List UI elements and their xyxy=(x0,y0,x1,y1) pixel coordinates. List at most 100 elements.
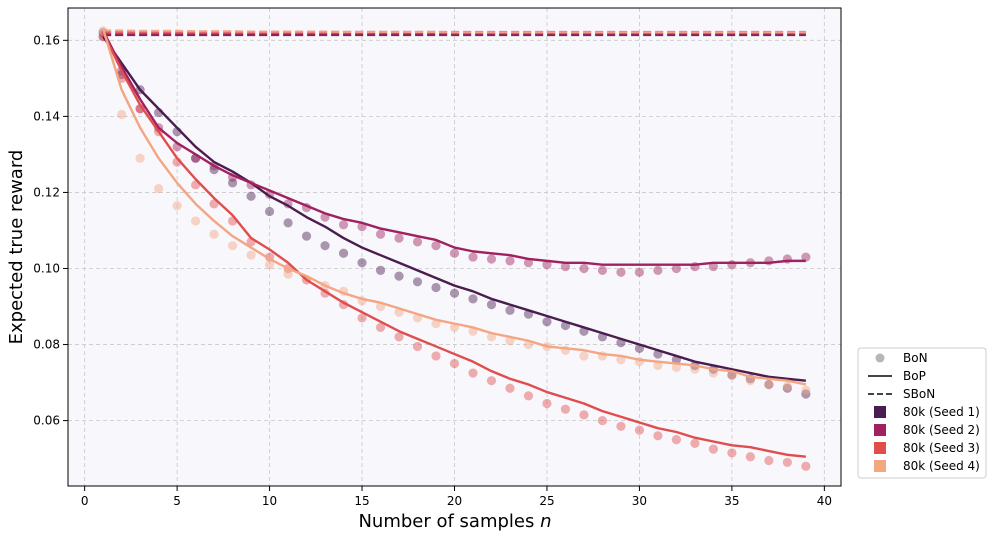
legend-bon-marker xyxy=(875,353,885,363)
bon-point-seed4 xyxy=(246,250,256,260)
bon-point-seed3 xyxy=(560,404,571,414)
bon-point-seed3 xyxy=(634,425,645,435)
bon-point-seed4 xyxy=(745,376,755,386)
bon-point-seed2 xyxy=(394,233,404,243)
bon-point-seed3 xyxy=(745,452,755,462)
bon-point-seed1 xyxy=(283,218,293,228)
bon-point-seed2 xyxy=(708,261,718,272)
bon-point-seed2 xyxy=(634,267,645,277)
bon-point-seed3 xyxy=(579,410,589,420)
y-tick-label: 0.06 xyxy=(33,414,60,428)
bon-point-seed4 xyxy=(782,381,792,391)
y-axis: 0.06 0.08 0.10 0.12 0.14 0.16 xyxy=(33,33,68,428)
bon-point-seed2 xyxy=(560,261,571,272)
legend: BoN BoP SBoN 80k (Seed 1) 80k (Seed 2) 8… xyxy=(857,347,987,479)
legend-seed3-label: 80k (Seed 3) xyxy=(903,441,980,455)
bon-point-seed4 xyxy=(135,153,145,163)
bon-point-seed3 xyxy=(523,391,534,401)
bop-line-seed1 xyxy=(102,35,806,382)
legend-bon-label: BoN xyxy=(903,351,928,365)
bon-point-seed2 xyxy=(449,248,460,258)
bon-point-seed2 xyxy=(523,258,534,268)
x-tick-label: 35 xyxy=(724,494,739,508)
bon-point-seed4 xyxy=(283,269,293,279)
bon-point-seed4 xyxy=(653,360,663,371)
bon-point-seed3 xyxy=(357,313,367,323)
x-tick-label: 30 xyxy=(632,494,647,508)
bon-point-seed3 xyxy=(412,341,423,352)
bon-point-seed3 xyxy=(727,448,737,458)
bon-point-seed4 xyxy=(264,260,275,270)
y-tick-label: 0.10 xyxy=(33,261,60,275)
bon-point-seed1 xyxy=(542,317,552,327)
bon-point-seed2 xyxy=(616,267,626,277)
x-tick-label: 10 xyxy=(262,494,277,508)
bon-point-seed2 xyxy=(671,263,682,274)
bon-point-seed3 xyxy=(801,461,811,471)
x-tick-label: 15 xyxy=(354,494,369,508)
bon-point-seed1 xyxy=(394,271,404,281)
bon-point-seed4 xyxy=(154,184,164,194)
legend-seed3-swatch xyxy=(874,442,886,454)
bon-point-seed3 xyxy=(616,421,626,431)
bop-line-seed3 xyxy=(102,32,806,458)
bon-point-seed1 xyxy=(357,258,367,268)
bon-point-seed2 xyxy=(597,265,608,275)
bon-point-seed1 xyxy=(227,178,238,188)
bon-point-seed4 xyxy=(117,109,127,120)
bon-point-seed3 xyxy=(764,455,774,466)
bop-line-seed2 xyxy=(102,30,806,266)
bon-point-seed1 xyxy=(486,300,497,310)
bon-point-seed3 xyxy=(486,376,497,386)
bon-point-seed3 xyxy=(597,415,608,426)
x-tick-label: 0 xyxy=(81,494,89,508)
bon-point-seed2 xyxy=(579,263,589,274)
sbon-line-seed4 xyxy=(103,29,806,34)
legend-seed2-swatch xyxy=(874,424,886,436)
bon-point-seed2 xyxy=(375,229,386,239)
x-axis-label: Number of samples n xyxy=(358,511,551,532)
bon-point-seed2 xyxy=(486,254,497,264)
bon-point-seed1 xyxy=(301,231,312,241)
bon-point-seed4 xyxy=(227,241,238,251)
legend-seed1-swatch xyxy=(874,406,886,418)
bon-point-seed3 xyxy=(468,368,478,378)
bon-point-seed2 xyxy=(338,220,349,230)
bon-point-seed4 xyxy=(209,229,219,239)
legend-seed4-label: 80k (Seed 4) xyxy=(903,459,980,473)
x-axis-label-main: Number of samples xyxy=(358,511,534,532)
y-tick-label: 0.14 xyxy=(33,109,60,123)
bon-point-seed4 xyxy=(172,201,182,211)
bon-point-seed1 xyxy=(338,248,349,258)
x-tick-label: 25 xyxy=(539,494,554,508)
bon-point-seed4 xyxy=(191,216,201,226)
bon-point-seed3 xyxy=(394,332,404,342)
bon-point-seed2 xyxy=(542,260,552,270)
bon-point-seed1 xyxy=(412,277,423,287)
bon-point-seed2 xyxy=(468,252,478,262)
bon-point-seed2 xyxy=(412,237,423,247)
bon-point-seed4 xyxy=(708,368,718,378)
bon-point-seed1 xyxy=(468,294,478,304)
bon-point-seed1 xyxy=(782,383,792,393)
bon-point-seed2 xyxy=(764,256,774,266)
bon-point-seed4 xyxy=(801,385,811,395)
bon-point-seed4 xyxy=(579,351,589,361)
x-tick-label: 40 xyxy=(817,494,832,508)
y-tick-label: 0.08 xyxy=(33,338,60,352)
legend-seed1-label: 80k (Seed 1) xyxy=(903,405,980,419)
y-tick-label: 0.12 xyxy=(33,185,60,199)
legend-bop-label: BoP xyxy=(903,369,926,383)
bon-point-seed3 xyxy=(431,351,441,361)
bon-point-seed3 xyxy=(653,431,663,441)
bon-point-seed1 xyxy=(375,265,386,275)
bon-point-seed2 xyxy=(801,252,811,262)
bon-point-seed1 xyxy=(801,389,811,399)
bon-point-seed2 xyxy=(505,256,515,266)
bon-point-seed1 xyxy=(449,288,460,298)
bon-point-seed3 xyxy=(505,383,515,393)
data-layer xyxy=(98,26,811,471)
legend-seed4-swatch xyxy=(874,460,886,472)
legend-box xyxy=(857,347,987,479)
